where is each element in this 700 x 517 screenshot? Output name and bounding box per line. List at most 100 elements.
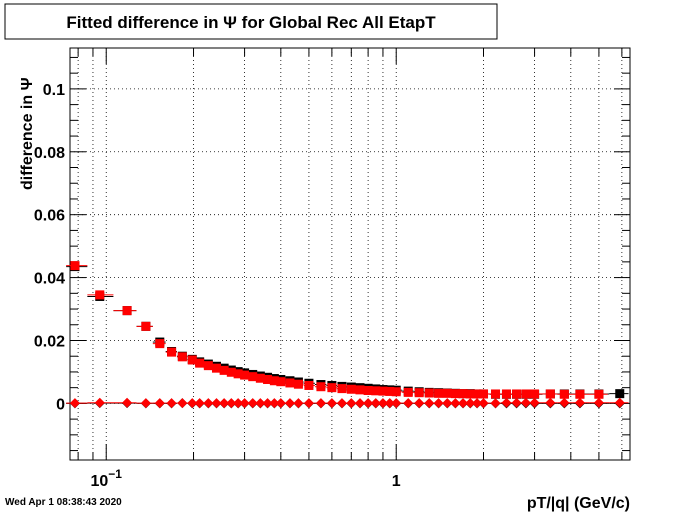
- data-point-square: [559, 389, 569, 399]
- data-point-square: [424, 388, 434, 398]
- data-point-diamond: [614, 397, 625, 408]
- data-point-diamond: [166, 398, 177, 409]
- data-point-diamond: [478, 398, 489, 409]
- data-point-square: [316, 382, 326, 392]
- data-point-square: [491, 389, 501, 399]
- data-point-square: [293, 379, 303, 389]
- data-point-diamond: [275, 398, 286, 409]
- data-point-square: [355, 385, 365, 395]
- data-point-square: [285, 378, 295, 388]
- data-point-square: [521, 389, 531, 399]
- data-point-diamond: [154, 398, 165, 409]
- data-point-square: [263, 374, 273, 384]
- data-point-diamond: [501, 397, 512, 408]
- data-point-square: [226, 367, 236, 377]
- data-point-diamond: [472, 398, 483, 409]
- data-point-diamond: [226, 398, 237, 409]
- data-point-square: [167, 347, 177, 357]
- data-point-square: [434, 388, 444, 398]
- data-point-square: [414, 388, 424, 398]
- data-point-square: [70, 261, 80, 271]
- data-point-diamond: [177, 398, 188, 409]
- data-point-diamond: [346, 398, 357, 409]
- data-point-square: [371, 386, 381, 396]
- data-point-square: [255, 373, 265, 383]
- data-point-diamond: [450, 398, 461, 409]
- data-point-diamond: [233, 398, 244, 409]
- data-point-diamond: [559, 397, 570, 408]
- data-point-diamond: [219, 398, 230, 409]
- data-point-square: [269, 376, 279, 386]
- data-point-diamond: [529, 397, 540, 408]
- data-point-diamond: [574, 397, 585, 408]
- data-point-square: [545, 389, 555, 399]
- data-point-square: [141, 321, 151, 331]
- data-point-square: [248, 372, 258, 382]
- data-point-square: [346, 384, 356, 394]
- data-point-square: [378, 386, 388, 396]
- plot-frame: [69, 47, 631, 461]
- data-point-diamond: [262, 398, 273, 409]
- data-point-square: [337, 384, 347, 394]
- data-point-diamond: [490, 398, 501, 409]
- data-point-diamond: [326, 398, 337, 409]
- data-point-diamond: [384, 398, 395, 409]
- data-points: [66, 261, 629, 409]
- y-tick-label: 0.08: [34, 145, 65, 162]
- data-point-diamond: [520, 397, 531, 408]
- data-point-diamond: [293, 398, 304, 409]
- data-point-square: [240, 370, 250, 380]
- data-point-diamond: [442, 398, 453, 409]
- data-point-square: [327, 383, 337, 393]
- data-point-square: [450, 389, 460, 399]
- y-tick-label: 0.02: [34, 333, 65, 350]
- data-point-square: [304, 380, 314, 390]
- data-point-diamond: [403, 398, 414, 409]
- data-point-diamond: [363, 398, 374, 409]
- data-point-diamond: [284, 398, 295, 409]
- data-point-diamond: [255, 398, 266, 409]
- data-point-diamond: [593, 397, 604, 408]
- data-point-square: [385, 386, 395, 396]
- data-point-square: [530, 389, 540, 399]
- data-point-diamond: [211, 398, 222, 409]
- x-axis-label: pT/|q| (GeV/c): [527, 495, 630, 512]
- data-point-square: [479, 389, 489, 399]
- data-point-square: [122, 306, 132, 316]
- data-point-square: [594, 389, 604, 399]
- data-point-diamond: [303, 398, 314, 409]
- timestamp: Wed Apr 1 08:38:43 2020: [5, 497, 122, 508]
- data-point-square: [155, 339, 165, 349]
- data-point-square: [177, 352, 187, 362]
- data-point-diamond: [433, 398, 444, 409]
- data-point-diamond: [187, 398, 198, 409]
- data-point-square: [203, 361, 213, 371]
- y-tick-label: 0.04: [34, 271, 65, 288]
- y-tick-label: 0.06: [34, 208, 65, 225]
- data-point-square: [403, 387, 413, 397]
- x-tick-labels: 10−1 1: [90, 467, 400, 490]
- data-point-diamond: [203, 398, 214, 409]
- x-tick-base: 10: [90, 473, 108, 490]
- data-point-diamond: [69, 398, 80, 409]
- data-point-diamond: [94, 397, 105, 408]
- x-tick-exponent: −1: [108, 467, 122, 481]
- axis-ticks: [70, 48, 630, 460]
- data-point-diamond: [354, 398, 365, 409]
- data-point-diamond: [269, 398, 280, 409]
- chart-title: Fitted difference in Ψ for Global Rec Al…: [66, 13, 436, 32]
- data-point-diamond: [391, 398, 402, 409]
- x-tick-base: 1: [392, 473, 401, 490]
- data-point-diamond: [247, 398, 258, 409]
- x-tick-label: 10−1: [90, 467, 122, 490]
- data-point-diamond: [414, 398, 425, 409]
- data-point-square: [195, 358, 205, 368]
- y-tick-label: 0: [56, 396, 65, 413]
- data-point-square: [276, 377, 286, 387]
- data-point-square: [219, 365, 229, 375]
- data-point-square: [187, 355, 197, 365]
- data-point-diamond: [239, 398, 250, 409]
- data-point-diamond: [140, 398, 151, 409]
